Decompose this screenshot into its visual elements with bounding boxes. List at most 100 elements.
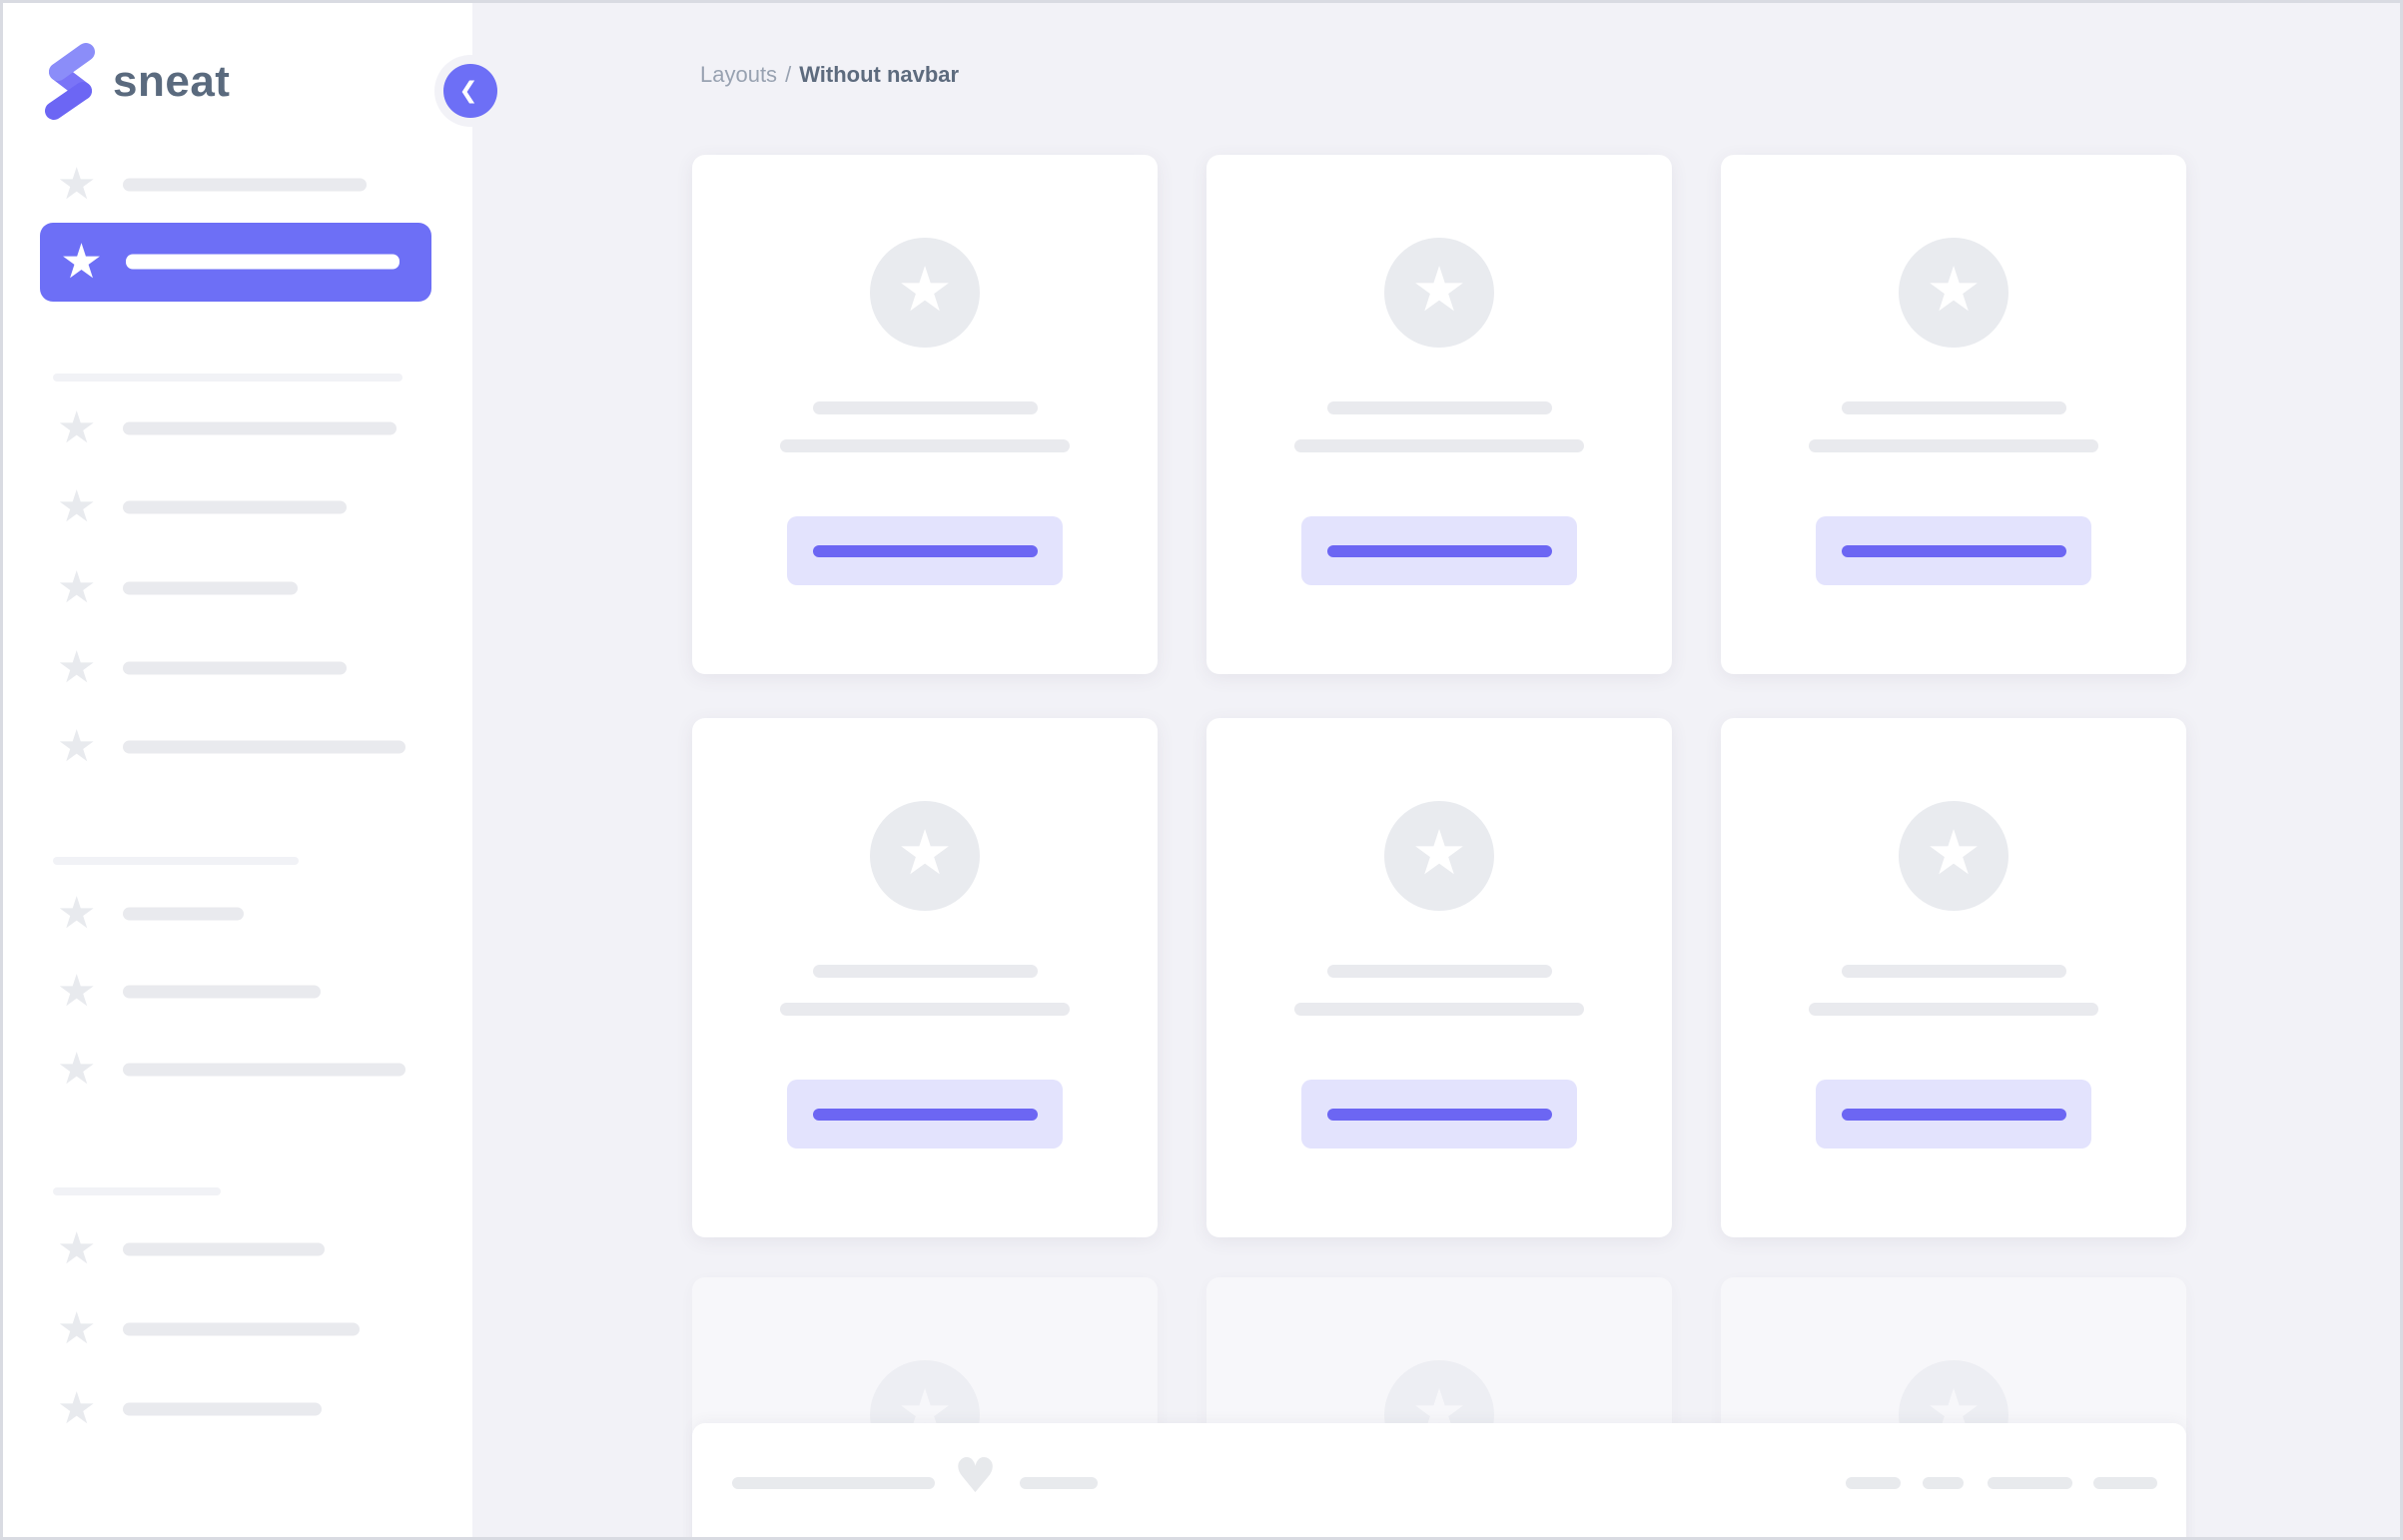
logo[interactable]: sneat — [43, 43, 230, 121]
sidebar-item[interactable]: ★ — [3, 1031, 472, 1109]
card-button-skeleton[interactable] — [1301, 516, 1577, 585]
card-subtitle-skeleton — [780, 1003, 1070, 1016]
sidebar-item[interactable]: ★ — [3, 629, 472, 707]
sidebar-item[interactable]: ★ — [3, 549, 472, 627]
sneat-logo-icon — [45, 43, 95, 120]
menu-label-skeleton — [123, 1242, 325, 1256]
card-button-skeleton[interactable] — [1816, 1080, 2091, 1149]
card-avatar-circle: ★ — [870, 801, 980, 911]
card-subtitle-skeleton — [1809, 1003, 2098, 1016]
breadcrumb-current: Without navbar — [799, 62, 960, 87]
menu-label-skeleton — [123, 500, 347, 514]
sidebar-item[interactable]: ★ — [3, 146, 472, 224]
star-icon: ★ — [57, 966, 97, 1017]
menu-label-skeleton — [123, 907, 244, 921]
card-title-skeleton — [1841, 965, 2066, 978]
heart-icon: ♥ — [954, 1448, 998, 1504]
footer-text-skeleton — [1846, 1477, 1901, 1489]
footer-text-skeleton — [1988, 1477, 2072, 1489]
star-icon: ★ — [57, 402, 97, 453]
star-icon: ★ — [57, 562, 97, 613]
card-button-label-skeleton — [1326, 544, 1552, 557]
footer-text-skeleton — [2093, 1477, 2157, 1489]
card-button-label-skeleton — [1841, 544, 2066, 557]
card-button-label-skeleton — [1326, 1108, 1552, 1121]
footer-text-skeleton — [1020, 1477, 1098, 1489]
menu-label-skeleton — [126, 254, 400, 270]
star-icon: ★ — [60, 234, 104, 290]
sidebar-item[interactable]: ★ — [3, 1290, 472, 1368]
sidebar-section-heading-skeleton — [53, 857, 299, 865]
star-icon: ★ — [897, 816, 953, 889]
card-button-skeleton[interactable] — [1301, 1080, 1577, 1149]
menu-label-skeleton — [123, 581, 298, 595]
star-icon: ★ — [57, 1044, 97, 1095]
card-avatar-circle: ★ — [1899, 801, 2008, 911]
card-button-skeleton[interactable] — [1816, 516, 2091, 585]
menu-label-skeleton — [123, 421, 397, 435]
card-title-skeleton — [1326, 401, 1552, 414]
footer-text-skeleton — [1923, 1477, 1964, 1489]
card-avatar-circle: ★ — [1899, 238, 2008, 348]
star-icon: ★ — [57, 1303, 97, 1354]
skeleton-card: ★ — [1721, 718, 2186, 1237]
card-button-label-skeleton — [812, 544, 1038, 557]
star-icon: ★ — [57, 888, 97, 939]
card-title-skeleton — [1841, 401, 2066, 414]
card-title-skeleton — [812, 965, 1038, 978]
star-icon: ★ — [57, 1383, 97, 1434]
star-icon: ★ — [57, 721, 97, 772]
logo-text: sneat — [113, 57, 231, 106]
star-icon: ★ — [1926, 253, 1982, 326]
sidebar-collapse-button[interactable]: ❮ — [443, 64, 497, 118]
card-avatar-circle: ★ — [870, 238, 980, 348]
skeleton-card: ★ — [1206, 718, 1672, 1237]
skeleton-card: ★ — [692, 155, 1158, 674]
card-avatar-circle: ★ — [1384, 801, 1494, 911]
sidebar-item[interactable]: ★ — [3, 953, 472, 1031]
breadcrumb-separator: / — [785, 62, 792, 87]
sidebar-item[interactable]: ★ — [3, 389, 472, 467]
skeleton-card: ★ — [1721, 155, 2186, 674]
skeleton-card: ★ — [1206, 155, 1672, 674]
card-subtitle-skeleton — [1294, 439, 1584, 452]
menu-label-skeleton — [123, 661, 347, 675]
sidebar-item[interactable]: ★ — [3, 1370, 472, 1448]
sidebar-item[interactable]: ★ — [3, 708, 472, 786]
star-icon: ★ — [57, 159, 97, 210]
footer-text-skeleton — [732, 1477, 935, 1489]
star-icon: ★ — [57, 481, 97, 532]
menu-label-skeleton — [123, 1322, 360, 1336]
star-icon: ★ — [57, 642, 97, 693]
card-subtitle-skeleton — [780, 439, 1070, 452]
chevron-left-icon: ❮ — [458, 77, 478, 104]
card-button-label-skeleton — [1841, 1108, 2066, 1121]
skeleton-card: ★ — [692, 718, 1158, 1237]
card-subtitle-skeleton — [1809, 439, 2098, 452]
card-button-label-skeleton — [812, 1108, 1038, 1121]
star-icon: ★ — [57, 1223, 97, 1274]
card-button-skeleton[interactable] — [787, 1080, 1063, 1149]
card-avatar-circle: ★ — [1384, 238, 1494, 348]
sidebar-item[interactable]: ★ — [3, 1210, 472, 1288]
menu-label-skeleton — [123, 740, 405, 754]
breadcrumb-section[interactable]: Layouts — [700, 62, 778, 87]
menu-label-skeleton — [123, 985, 321, 999]
footer: ♥ — [692, 1423, 2186, 1537]
card-button-skeleton[interactable] — [787, 516, 1063, 585]
sidebar-section-heading-skeleton — [53, 1187, 221, 1195]
sidebar-item[interactable]: ★ — [3, 875, 472, 953]
menu-label-skeleton — [123, 1402, 322, 1416]
sidebar: ★ ★ ★ ★ ★ ★ ★ ★ ★ ★ ★ ★ ★ sneat — [3, 3, 472, 1537]
sidebar-item[interactable]: ★ — [3, 468, 472, 546]
breadcrumb: Layouts / Without navbar — [700, 62, 959, 88]
sidebar-menu: ★ ★ ★ ★ ★ ★ ★ ★ ★ ★ ★ ★ ★ — [3, 3, 472, 1537]
menu-label-skeleton — [123, 1063, 405, 1077]
star-icon: ★ — [897, 253, 953, 326]
star-icon: ★ — [1411, 816, 1467, 889]
sidebar-section-heading-skeleton — [53, 374, 402, 382]
card-subtitle-skeleton — [1294, 1003, 1584, 1016]
card-title-skeleton — [1326, 965, 1552, 978]
sidebar-item-active[interactable]: ★ — [40, 222, 431, 302]
